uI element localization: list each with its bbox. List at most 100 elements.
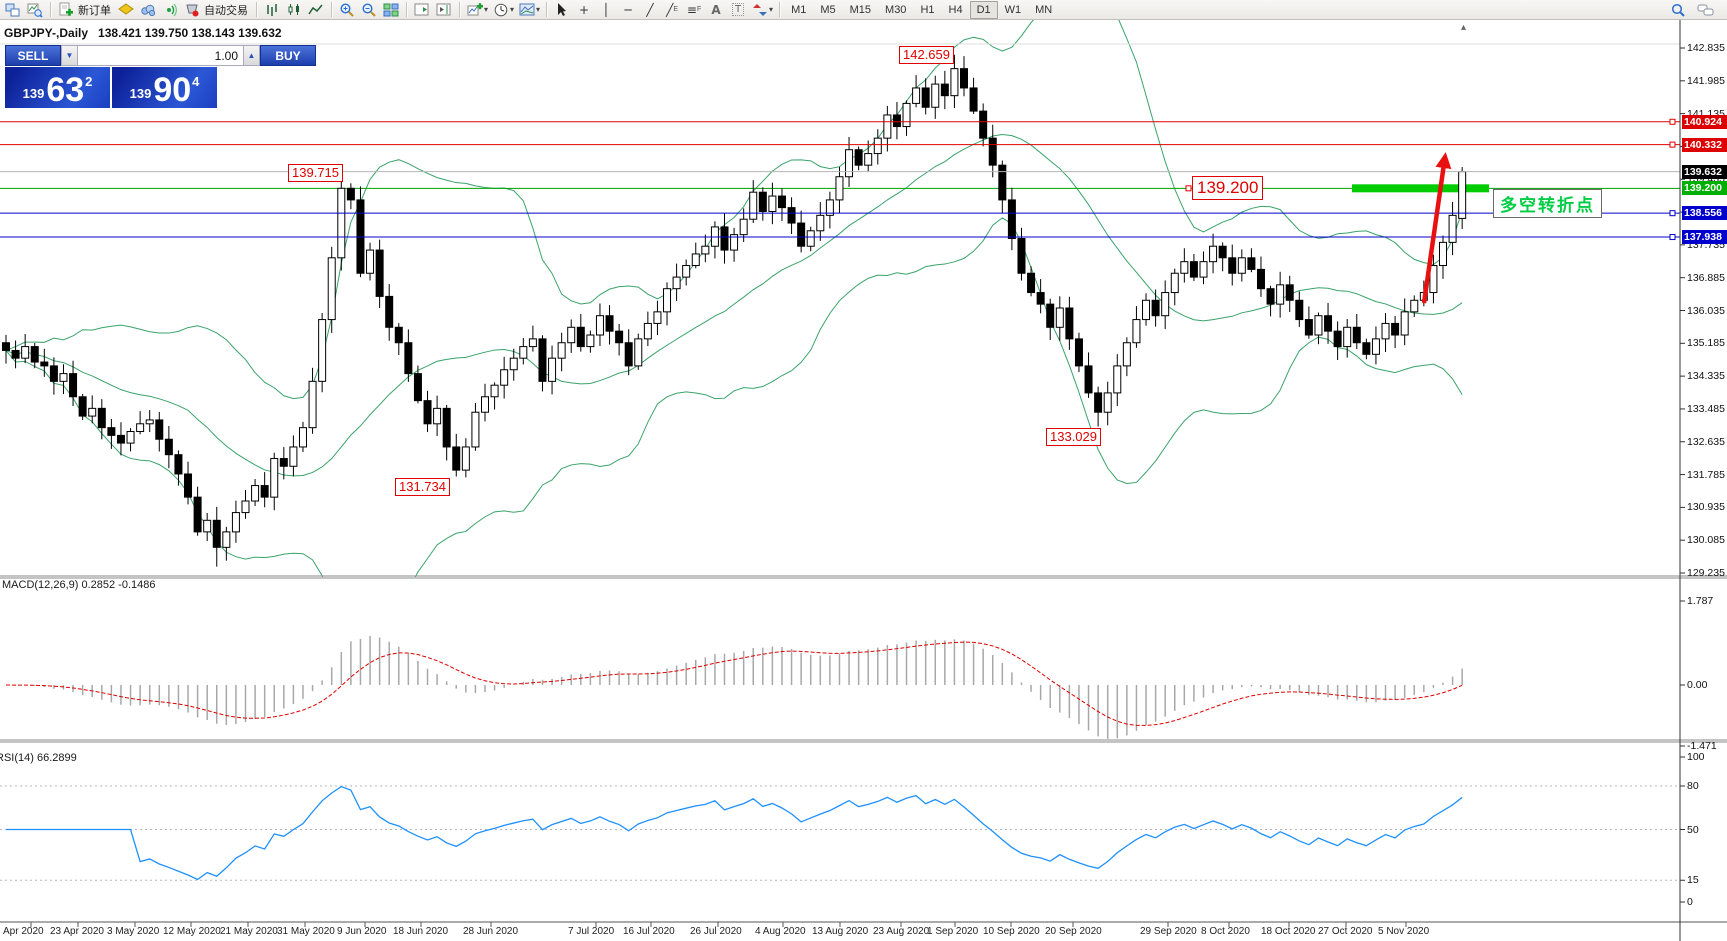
candle [1381,322,1390,340]
strategy-tester-icon[interactable] [24,1,46,19]
zoom-in-icon[interactable] [336,1,358,19]
candle [174,454,183,475]
chat-icon[interactable] [1695,1,1717,19]
candle [1084,365,1093,394]
new-order-button[interactable]: 新订单 [77,1,115,19]
indicators-dropdown-caret[interactable]: ▾ [484,5,489,14]
timeframe-m15[interactable]: M15 [849,3,872,16]
timeframe-mn[interactable]: MN [1035,3,1053,16]
candle [960,68,968,89]
candle [1046,303,1055,328]
candle [1295,299,1304,321]
up-arrow-object[interactable] [1421,152,1452,304]
volume-input[interactable] [78,45,243,66]
vertical-line-icon[interactable]: │ [602,2,610,17]
indicators-icon[interactable] [464,1,486,19]
signals-icon[interactable] [159,1,181,19]
candle [1439,241,1447,267]
new-order-icon[interactable] [55,1,77,19]
main-price-pane [0,20,1680,577]
line-handle[interactable] [1669,118,1676,125]
metaeditor-icon[interactable] [115,1,137,19]
bar-chart-icon[interactable] [261,1,283,19]
candle [222,531,231,548]
volume-decrease-button[interactable]: ▼ [61,45,78,66]
timeframe-h1[interactable]: H1 [920,3,935,16]
candle [854,149,863,166]
line-handle[interactable] [1669,210,1676,217]
market-icon[interactable] [137,1,159,19]
line-handle[interactable] [1185,185,1192,192]
candle [327,257,336,321]
crosshair-icon[interactable]: + [579,2,590,17]
templates-dropdown-caret[interactable]: ▾ [536,5,541,14]
candle [59,373,68,382]
green-highlight-bar[interactable] [1352,184,1489,193]
candle [1209,245,1218,263]
candle [1266,288,1275,305]
buy-button[interactable]: BUY [260,45,316,66]
timeframe-m1[interactable]: M1 [791,3,807,16]
candle [653,311,662,324]
sell-price-box[interactable]: 139 63 2 [5,67,110,108]
candle [921,87,930,108]
candle [797,222,806,247]
periods-dropdown-caret[interactable]: ▾ [510,5,515,14]
timeframe-h4[interactable]: H4 [948,3,963,16]
candle [1094,392,1103,413]
candle [231,512,240,533]
buy-price-box[interactable]: 139 90 4 [112,67,217,108]
timeframe-d1[interactable]: D1 [969,0,998,19]
candle [663,288,672,313]
candle [346,187,355,201]
chart-shift-icon[interactable] [433,1,455,19]
zoom-out-icon[interactable] [358,1,380,19]
toolbar-separator [459,2,460,17]
charts-window-icon[interactable] [2,1,24,19]
arrows-dropdown-caret[interactable]: ▾ [769,5,774,14]
templates-icon[interactable] [516,1,538,19]
autotrading-label: 自动交易 [204,4,248,17]
cursor-icon[interactable] [551,1,573,19]
trendline-icon[interactable]: ╱ [646,2,654,17]
candle [864,153,873,166]
candle [787,207,796,224]
candle-chart-icon[interactable] [283,1,305,19]
autotrading-icon[interactable] [181,1,203,19]
candle [270,458,279,498]
search-icon[interactable] [1667,1,1689,19]
sell-button[interactable]: SELL [5,45,61,66]
channel-icon[interactable]: ╱ E [666,2,678,17]
line-handle[interactable] [1669,234,1676,241]
candle [184,473,193,498]
candle [1343,326,1352,348]
fibonacci-icon[interactable]: ≡ F [686,2,702,17]
candle [97,407,106,429]
candle [145,419,154,425]
line-handle[interactable] [1669,141,1676,148]
toolbar-separator [546,2,548,17]
buy-price-point: 4 [192,74,200,89]
text-icon[interactable]: A [711,2,721,17]
text-label-icon[interactable]: T [727,1,749,19]
line-chart-icon[interactable] [305,1,327,19]
auto-scroll-icon[interactable] [411,1,433,19]
timeframe-w1[interactable]: W1 [1004,3,1022,16]
volume-increase-button[interactable]: ▲ [243,45,260,66]
candle [21,346,30,359]
arrows-icon[interactable] [749,1,771,19]
autotrading-button[interactable]: 自动交易 [203,1,252,19]
candle [1180,261,1189,274]
tile-windows-icon[interactable] [380,1,402,19]
candle [289,446,298,467]
timeframe-m30[interactable]: M30 [885,3,907,16]
horizontal-line-icon[interactable]: ─ [624,2,632,17]
candle [78,396,87,417]
periods-icon[interactable] [490,1,512,19]
candle [691,253,700,267]
candle [739,218,748,236]
candle [11,349,20,359]
timeframe-m5[interactable]: M5 [820,3,836,16]
